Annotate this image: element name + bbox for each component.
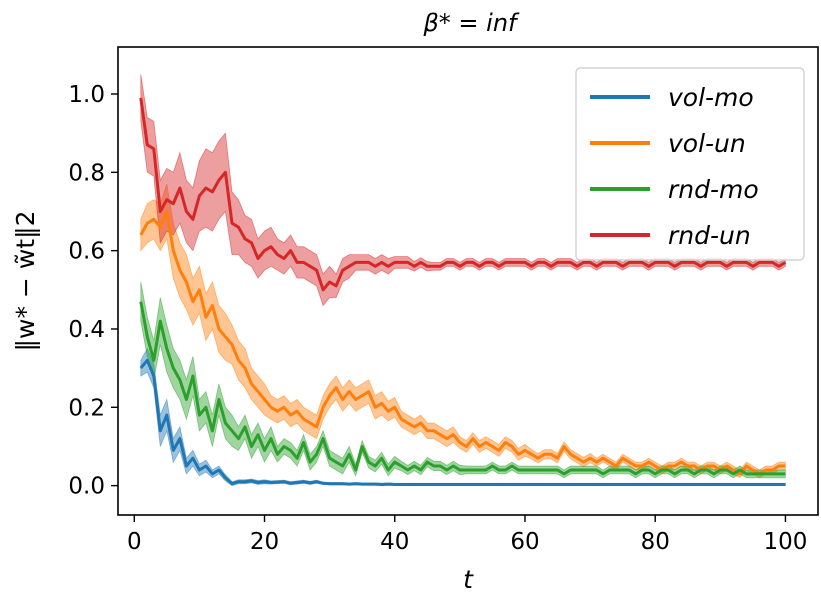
axes-spines — [117, 46, 819, 516]
chart-title: β* = inf — [422, 9, 520, 37]
y-axis-label: ‖w* − w̃t‖2 — [11, 211, 40, 352]
x-tick-label: 40 — [380, 529, 409, 555]
line-rnd-un — [139, 97, 787, 292]
y-axis-ticks: 0.0 0.2 0.4 0.6 0.8 1.0 — [68, 82, 118, 500]
band-rnd-un — [140, 74, 786, 307]
y-tick-label: 0.4 — [68, 317, 105, 343]
y-tick-label: 1.0 — [68, 82, 105, 108]
x-tick-label: 60 — [510, 529, 539, 555]
legend-box — [575, 67, 805, 261]
x-tick-label: 0 — [127, 529, 142, 555]
series-lines — [139, 97, 787, 486]
legend-label-vol-un: vol-un — [668, 129, 746, 158]
legend-label-rnd-mo: rnd-mo — [668, 175, 759, 204]
line-vol-un — [139, 210, 786, 476]
legend: vol-mo vol-un rnd-mo rnd-un — [575, 67, 805, 261]
x-axis-label: t — [463, 565, 474, 594]
y-tick-label: 0.6 — [68, 239, 105, 265]
x-tick-label: 100 — [763, 529, 807, 555]
y-tick-label: 0.2 — [68, 395, 105, 421]
x-axis-ticks: 0 20 40 60 80 100 — [127, 515, 807, 555]
line-vol-mo — [139, 358, 786, 486]
line-rnd-mo — [139, 301, 786, 476]
band-rnd-mo — [140, 281, 786, 479]
legend-label-vol-mo: vol-mo — [668, 83, 754, 112]
y-tick-label: 0.0 — [68, 474, 105, 500]
x-tick-label: 20 — [250, 529, 279, 555]
y-tick-label: 0.8 — [68, 160, 105, 186]
legend-label-rnd-un: rnd-un — [668, 221, 751, 250]
x-tick-label: 80 — [641, 529, 670, 555]
